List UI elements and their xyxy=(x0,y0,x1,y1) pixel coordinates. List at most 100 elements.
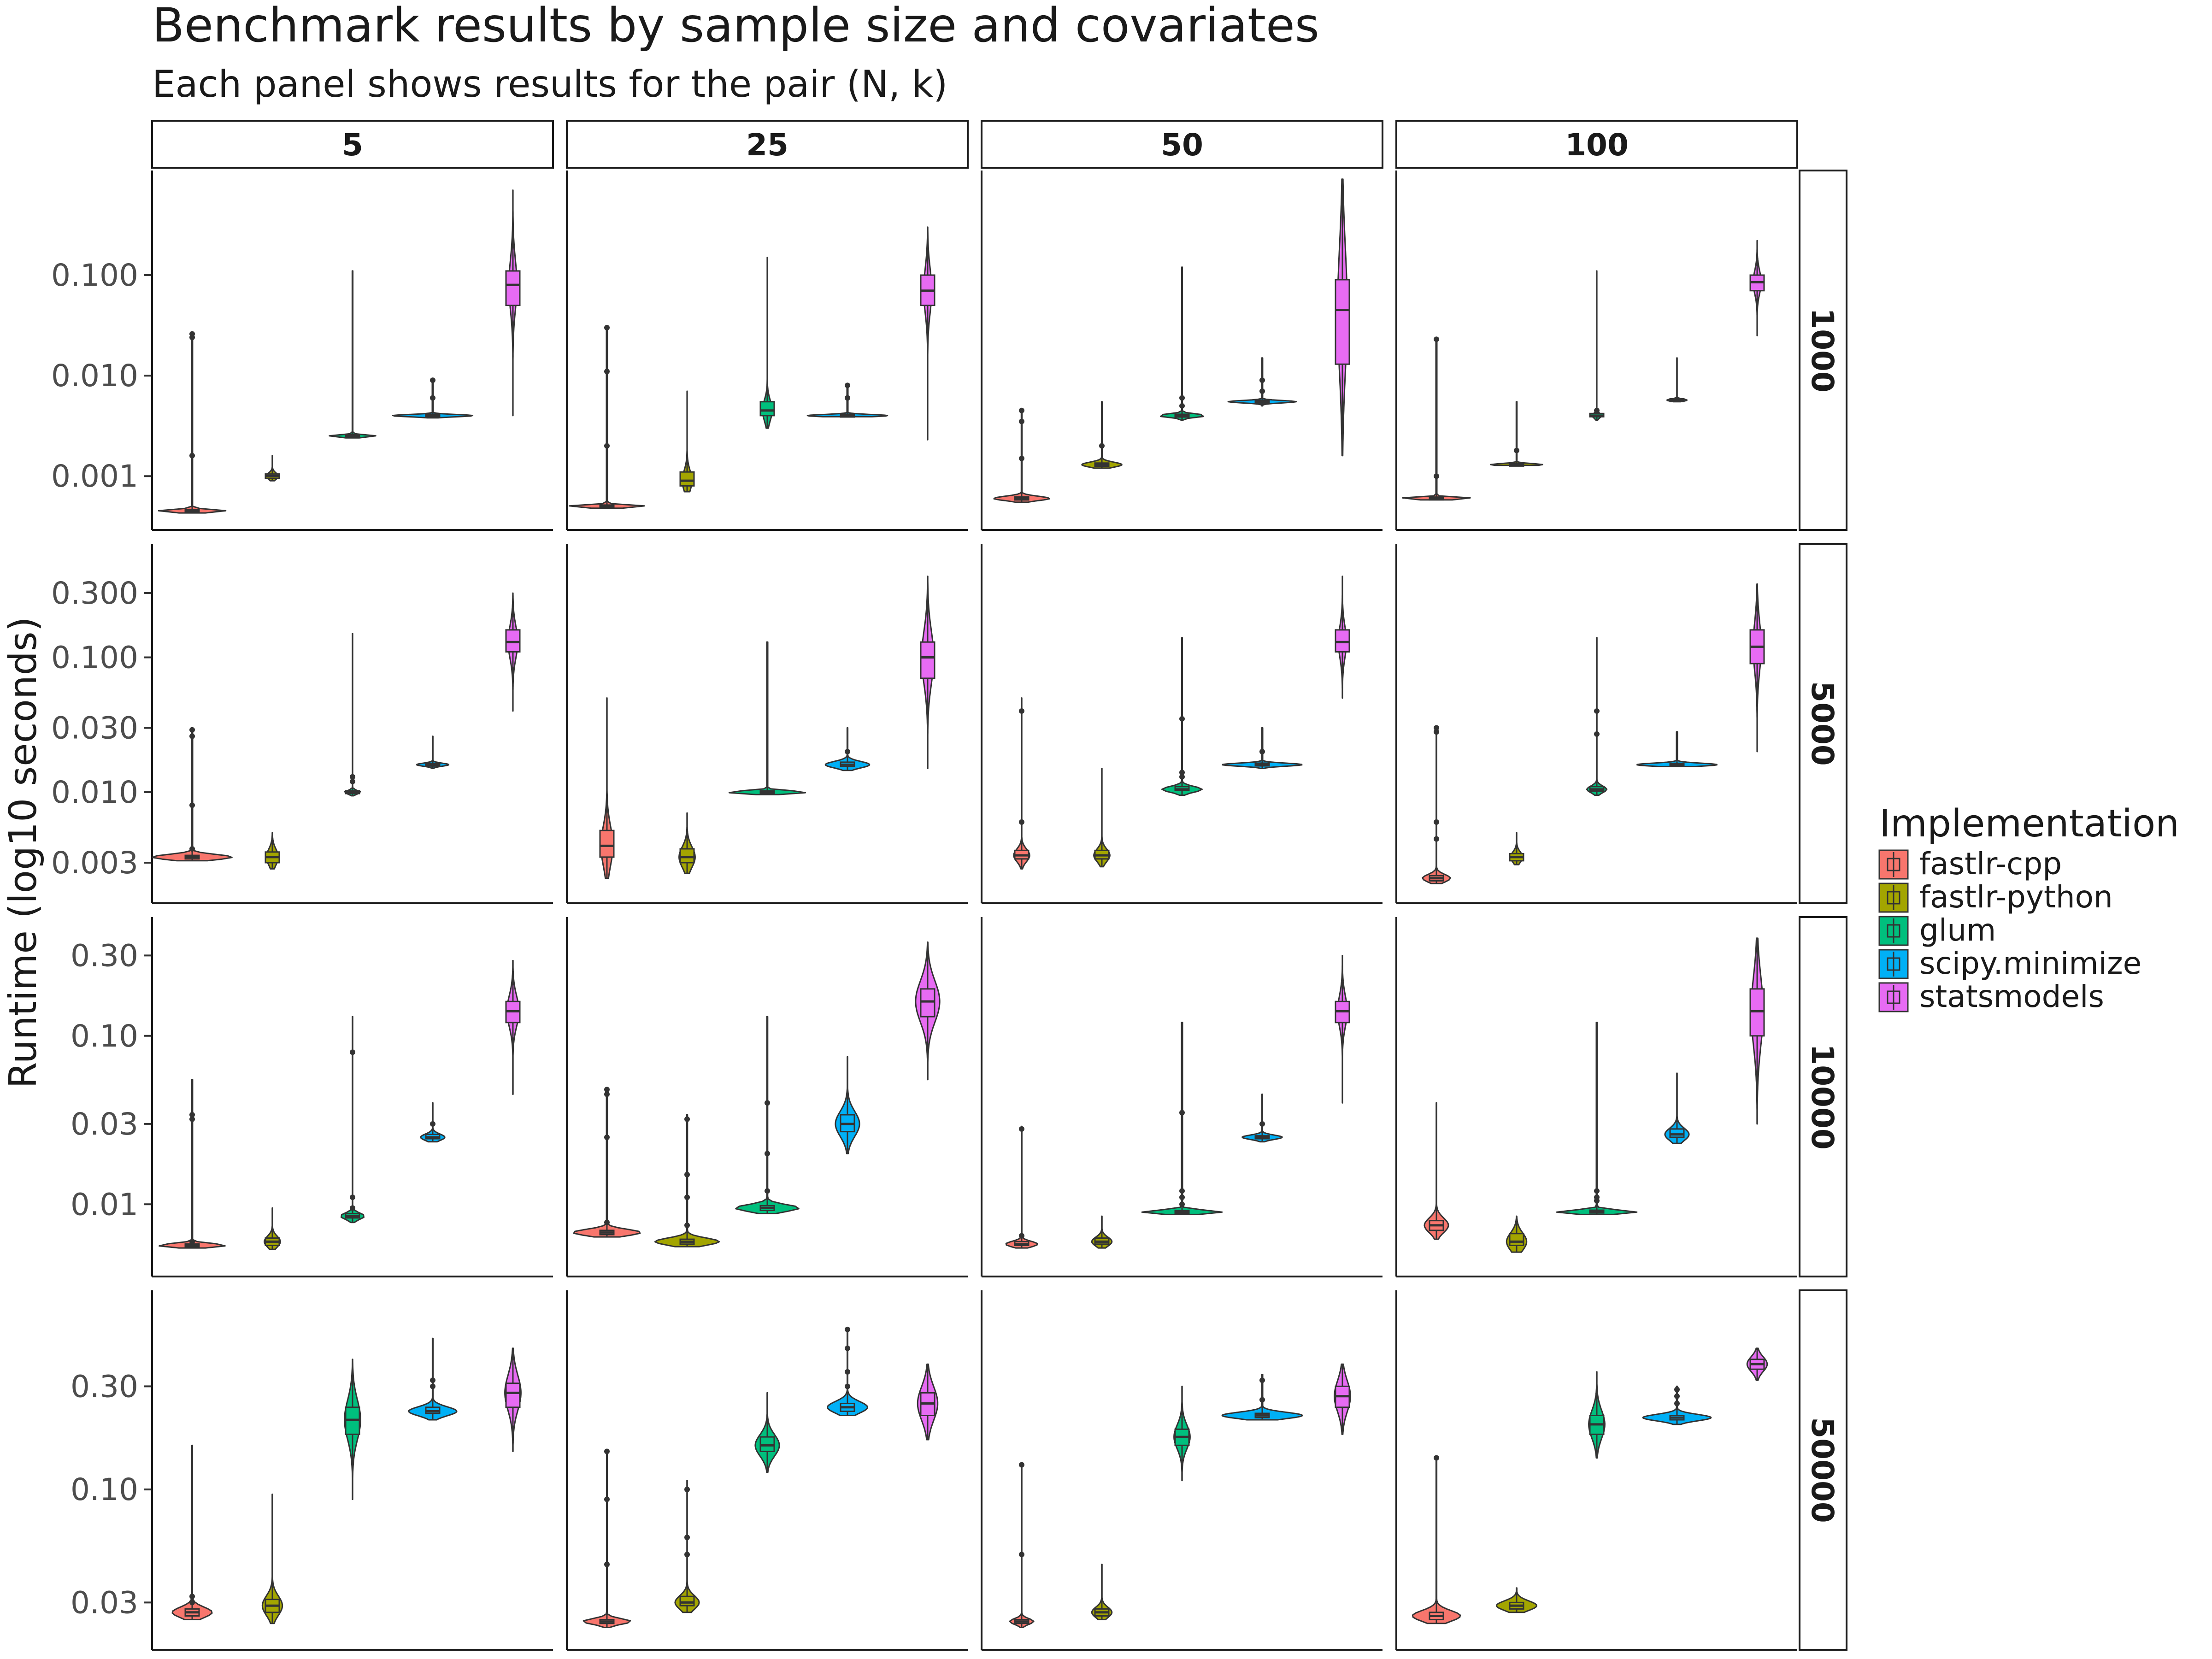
violin-outlier xyxy=(189,331,195,337)
y-tick-label: 0.010 xyxy=(51,358,138,394)
violin-fastlr-cpp xyxy=(159,1079,226,1249)
violin-outlier xyxy=(1179,403,1185,409)
violin-outlier xyxy=(1019,1233,1024,1239)
violin-fastlr-cpp xyxy=(993,407,1050,503)
violin-scipy-minimize xyxy=(835,1056,860,1154)
y-tick-label: 0.10 xyxy=(71,1018,138,1054)
violin-scipy-minimize xyxy=(806,382,888,418)
violin-outlier xyxy=(684,1171,690,1177)
violin-scipy-minimize xyxy=(1227,357,1297,407)
row-strip xyxy=(1799,1289,1847,1651)
violin-statsmodels xyxy=(920,226,935,441)
violin-box xyxy=(505,629,521,653)
y-tick-label: 0.03 xyxy=(71,1585,138,1620)
violin-fastlr-cpp xyxy=(1402,336,1471,501)
violin-statsmodels xyxy=(1749,937,1765,1125)
violin-outlier xyxy=(684,1194,690,1200)
violin-outlier xyxy=(1259,1121,1265,1127)
violin-statsmodels xyxy=(504,1347,522,1452)
violin-outlier xyxy=(350,778,355,784)
legend-label: fastlr-python xyxy=(1919,879,2113,915)
violin-fastlr-python xyxy=(1509,832,1524,865)
violin-statsmodels xyxy=(1334,1363,1351,1435)
violin-outlier xyxy=(350,1194,355,1200)
violin-statsmodels xyxy=(505,959,521,1095)
violin-scipy-minimize xyxy=(392,377,474,419)
violin-outlier xyxy=(1259,377,1265,383)
violin-fastlr-cpp xyxy=(152,727,233,862)
violin-outlier xyxy=(189,727,195,733)
violin-scipy-minimize xyxy=(420,1102,446,1143)
violin-outlier xyxy=(604,1496,610,1502)
violin-glum xyxy=(1586,637,1608,796)
violin-outlier xyxy=(430,1121,435,1127)
violin-box xyxy=(679,848,695,864)
row-strip-label: 10000 xyxy=(1805,1044,1840,1150)
violin-glum xyxy=(341,1016,365,1224)
violin-fastlr-cpp xyxy=(1005,1125,1038,1249)
violin-outlier xyxy=(1179,1110,1185,1116)
violin-outlier xyxy=(1019,1126,1024,1132)
violin-outlier xyxy=(1594,1188,1600,1194)
violin-glum xyxy=(1589,270,1605,421)
violin-fastlr-python xyxy=(264,1207,281,1250)
violin-outlier xyxy=(1019,819,1024,825)
violin-outlier xyxy=(1179,1194,1185,1200)
violin-outlier xyxy=(1514,447,1519,453)
violin-fastlr-cpp xyxy=(1422,725,1451,884)
violin-outlier xyxy=(684,1552,690,1558)
violin-fastlr-python xyxy=(654,1114,720,1247)
column-strips: 5 25 50 100 xyxy=(151,120,1798,169)
violin-fastlr-cpp xyxy=(573,1087,641,1238)
y-tick-label: 0.030 xyxy=(51,710,138,746)
violin-glum xyxy=(759,257,775,429)
violin-box xyxy=(505,1382,521,1408)
violin-scipy-minimize xyxy=(1221,1374,1303,1421)
violin-scipy-minimize xyxy=(1222,727,1303,769)
violin-outlier xyxy=(604,1091,610,1097)
violin-outlier xyxy=(1594,731,1600,737)
violin-statsmodels xyxy=(1335,576,1350,699)
y-tick-label: 0.03 xyxy=(71,1106,138,1142)
violin-outlier xyxy=(604,1219,610,1225)
violin-outlier xyxy=(604,443,610,449)
legend: fastlr-cppfastlr-pythonglumscipy.minimiz… xyxy=(1878,846,2141,1014)
violin-box xyxy=(759,1436,775,1453)
violin-outlier xyxy=(1259,1377,1265,1383)
violin-outlier xyxy=(845,1369,850,1375)
violin-statsmodels xyxy=(1749,583,1765,753)
violin-fastlr-cpp xyxy=(1013,697,1030,870)
violin-fastlr-cpp xyxy=(569,325,645,509)
legend-key-box xyxy=(1887,924,1900,938)
legend-key-box xyxy=(1887,957,1900,971)
violin-glum xyxy=(1173,1385,1191,1482)
column-strip-label: 50 xyxy=(1161,127,1203,163)
violin-outlier xyxy=(1019,1552,1024,1558)
violin-outlier xyxy=(1674,1393,1680,1399)
violin-statsmodels xyxy=(917,1363,939,1441)
violin-outlier xyxy=(604,1087,610,1093)
violin-outlier xyxy=(1674,1400,1680,1406)
violin-glum xyxy=(1588,1371,1606,1459)
violin-outlier xyxy=(1434,1455,1439,1461)
violin-outlier xyxy=(1434,836,1439,842)
violin-outlier xyxy=(189,733,195,739)
violin-glum xyxy=(344,633,361,797)
violin-outlier xyxy=(604,1448,610,1454)
violin-box xyxy=(505,270,521,306)
violin-statsmodels xyxy=(505,189,521,417)
chart-subtitle: Each panel shows results for the pair (N… xyxy=(152,63,947,106)
violin-box xyxy=(759,401,775,417)
violin-outlier xyxy=(189,1600,195,1606)
violin-fastlr-cpp xyxy=(158,331,227,514)
column-strip xyxy=(151,120,554,169)
violin-outlier xyxy=(1434,336,1439,342)
violin-outlier xyxy=(765,1151,770,1157)
violin-outlier xyxy=(845,748,850,754)
violin-outlier xyxy=(1019,708,1024,714)
violin-outlier xyxy=(1594,1194,1600,1200)
violin-outlier xyxy=(189,1116,195,1122)
violin-glum xyxy=(1556,1022,1638,1215)
violin-glum xyxy=(344,1359,361,1500)
violin-outlier xyxy=(684,1535,690,1541)
